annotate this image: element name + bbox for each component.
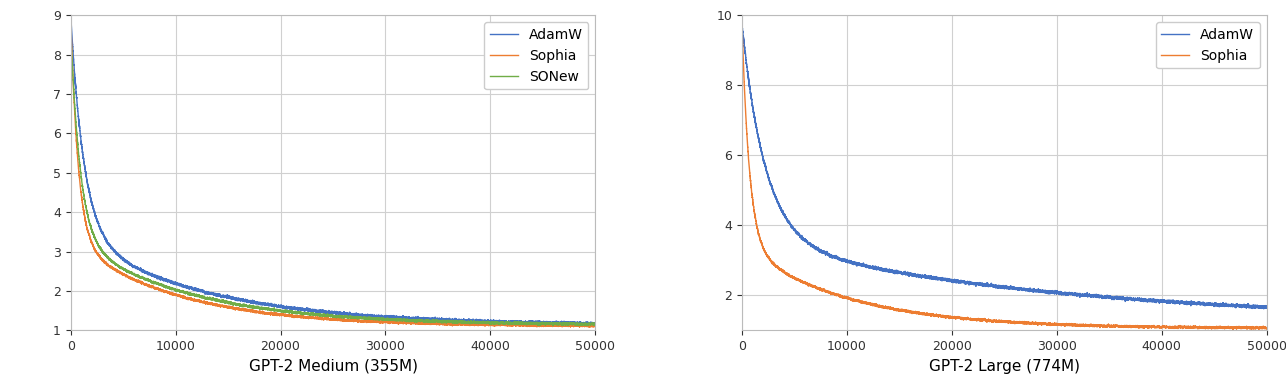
AdamW <box>189 287 204 291</box>
SONew <box>347 314 363 319</box>
Legend: AdamW, Sophia, SONew: AdamW, Sophia, SONew <box>485 22 588 89</box>
Sophia <box>99 262 114 266</box>
AdamW <box>575 323 590 328</box>
AdamW <box>1256 306 1272 311</box>
SONew <box>588 323 603 328</box>
AdamW <box>734 25 750 30</box>
Sophia <box>63 20 78 25</box>
Sophia <box>1019 321 1034 326</box>
X-axis label: GPT-2 Medium (355M): GPT-2 Medium (355M) <box>248 359 418 374</box>
Sophia <box>1051 322 1066 326</box>
AdamW <box>770 201 786 205</box>
Legend: AdamW, Sophia: AdamW, Sophia <box>1156 22 1260 68</box>
SONew <box>545 323 561 328</box>
SONew <box>453 319 468 324</box>
Sophia <box>1259 326 1274 331</box>
Sophia <box>379 320 395 324</box>
AdamW <box>99 240 114 244</box>
Sophia <box>588 323 603 328</box>
AdamW <box>1124 296 1139 301</box>
Sophia <box>1124 324 1139 329</box>
Sophia <box>189 298 204 303</box>
X-axis label: GPT-2 Large (774M): GPT-2 Large (774M) <box>928 359 1080 374</box>
Line: AdamW: AdamW <box>71 13 595 325</box>
SONew <box>264 307 279 312</box>
Sophia <box>1226 327 1241 331</box>
Line: AdamW: AdamW <box>742 27 1267 309</box>
AdamW <box>860 263 876 268</box>
SONew <box>63 28 78 33</box>
Sophia <box>734 30 750 34</box>
Sophia <box>453 322 468 326</box>
AdamW <box>63 10 78 15</box>
AdamW <box>264 301 279 306</box>
Sophia <box>581 325 597 329</box>
Line: Sophia: Sophia <box>742 32 1267 329</box>
Sophia <box>860 301 876 306</box>
AdamW <box>1019 288 1034 293</box>
Sophia <box>935 314 950 319</box>
Sophia <box>63 20 78 25</box>
AdamW <box>379 313 395 318</box>
AdamW <box>453 318 468 322</box>
Line: Sophia: Sophia <box>71 22 595 327</box>
SONew <box>99 254 114 258</box>
SONew <box>379 317 395 321</box>
Sophia <box>264 311 279 316</box>
SONew <box>189 293 204 298</box>
Line: SONew: SONew <box>71 31 595 326</box>
AdamW <box>935 278 950 282</box>
AdamW <box>588 321 603 325</box>
AdamW <box>734 25 750 30</box>
Sophia <box>347 319 363 323</box>
Sophia <box>770 265 786 269</box>
Sophia <box>734 30 750 34</box>
AdamW <box>1259 305 1274 310</box>
AdamW <box>1051 291 1066 295</box>
AdamW <box>347 313 363 317</box>
